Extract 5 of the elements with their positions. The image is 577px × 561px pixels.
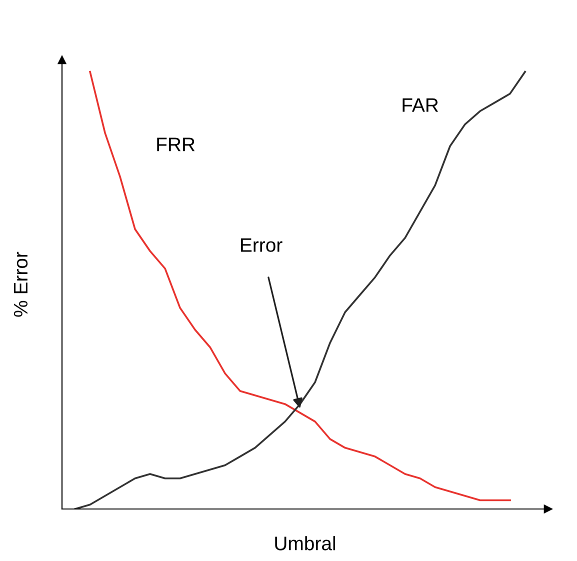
series-label: FAR	[402, 98, 438, 112]
y-axis-title: % Error	[14, 252, 28, 317]
annotation: Error	[241, 238, 282, 252]
x-axis-title: Umbral	[275, 536, 336, 550]
text: FRR	[157, 138, 195, 152]
